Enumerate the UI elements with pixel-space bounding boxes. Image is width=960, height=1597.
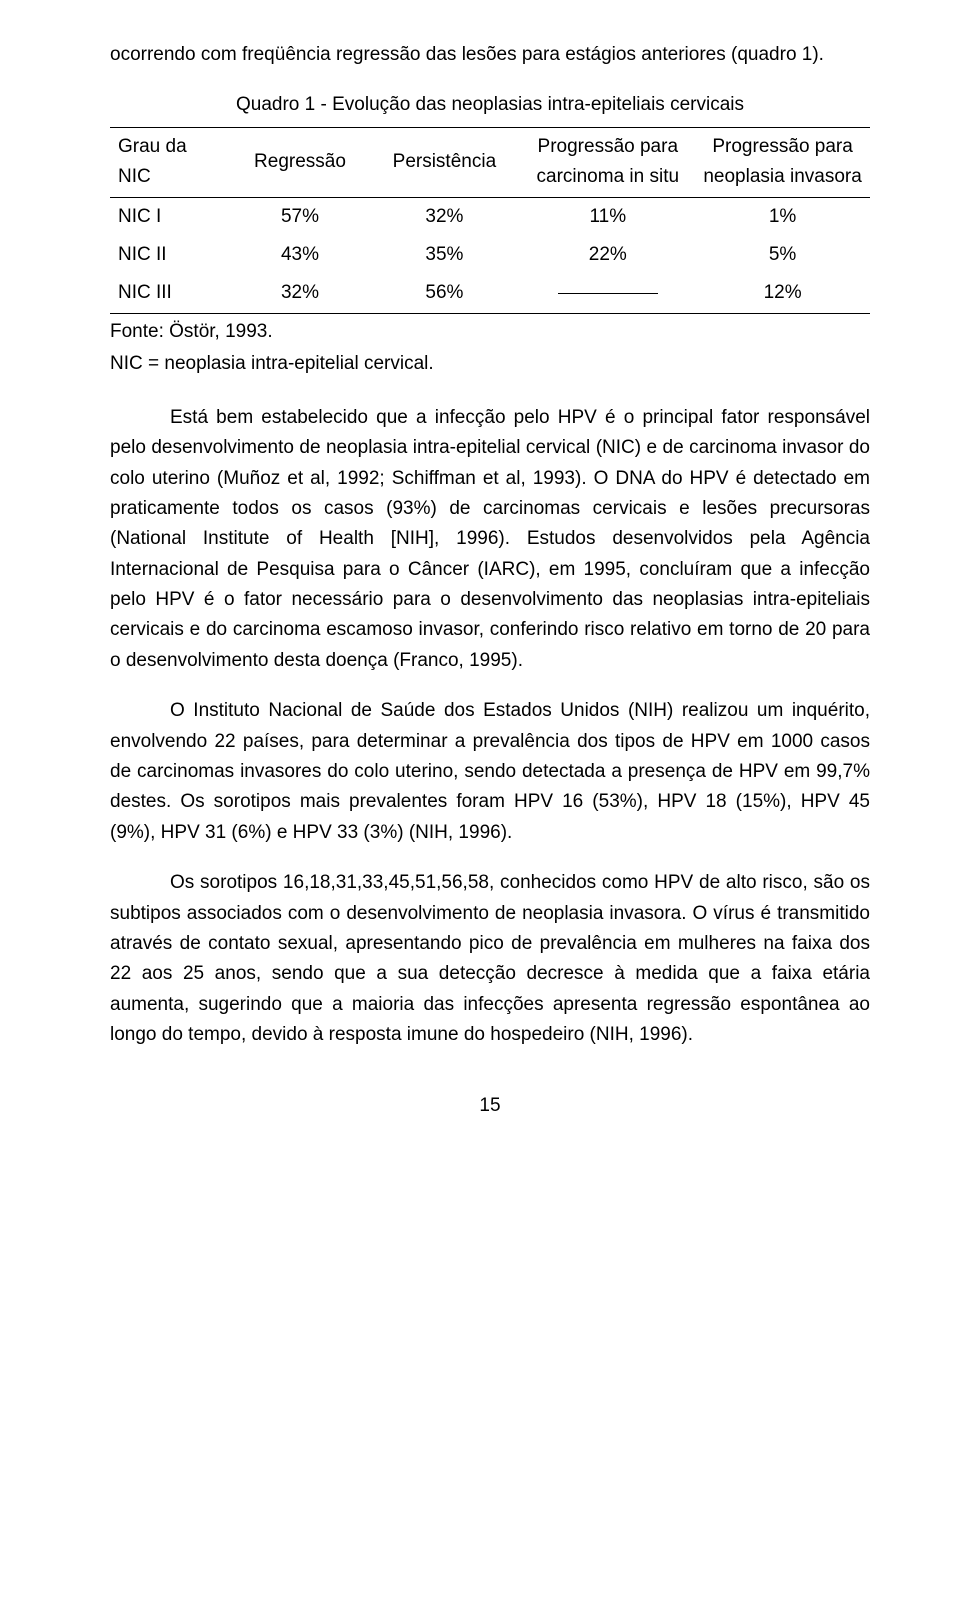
table-row: NIC I 57% 32% 11% 1% — [110, 197, 870, 236]
table-cell: 5% — [695, 236, 870, 274]
table-header-cell: Grau da NIC — [110, 127, 232, 197]
table-cell: 56% — [368, 274, 520, 313]
table-title: Quadro 1 - Evolução das neoplasias intra… — [110, 90, 870, 120]
page-number: 15 — [110, 1091, 870, 1121]
table-cell: 1% — [695, 197, 870, 236]
intro-paragraph: ocorrendo com freqüência regressão das l… — [110, 40, 870, 70]
table-cell: NIC I — [110, 197, 232, 236]
table-cell: 43% — [232, 236, 369, 274]
table-footnote-source: Fonte: Östör, 1993. — [110, 318, 870, 347]
table-cell: 35% — [368, 236, 520, 274]
table-cell: NIC II — [110, 236, 232, 274]
table-header-cell: Persistência — [368, 127, 520, 197]
table-row: NIC II 43% 35% 22% 5% — [110, 236, 870, 274]
table-cell: 32% — [232, 274, 369, 313]
table-cell: NIC III — [110, 274, 232, 313]
blank-underline — [558, 292, 658, 294]
table-cell: 57% — [232, 197, 369, 236]
evolution-table: Grau da NIC Regressão Persistência Progr… — [110, 127, 870, 314]
document-page: ocorrendo com freqüência regressão das l… — [0, 0, 960, 1171]
table-row: NIC III 32% 56% 12% — [110, 274, 870, 313]
table-cell: 12% — [695, 274, 870, 313]
table-header-cell: Progressão para neoplasia invasora — [695, 127, 870, 197]
body-paragraph: O Instituto Nacional de Saúde dos Estado… — [110, 696, 870, 848]
body-paragraph: Está bem estabelecido que a infecção pel… — [110, 403, 870, 677]
table-cell-blank — [520, 274, 695, 313]
table-cell: 11% — [520, 197, 695, 236]
spacer — [110, 379, 870, 403]
table-header-row: Grau da NIC Regressão Persistência Progr… — [110, 127, 870, 197]
table-header-cell: Regressão — [232, 127, 369, 197]
table-header-cell: Progressão para carcinoma in situ — [520, 127, 695, 197]
table-cell: 32% — [368, 197, 520, 236]
table-footnote-abbrev: NIC = neoplasia intra-epitelial cervical… — [110, 350, 870, 379]
table-cell: 22% — [520, 236, 695, 274]
body-paragraph: Os sorotipos 16,18,31,33,45,51,56,58, co… — [110, 868, 870, 1050]
